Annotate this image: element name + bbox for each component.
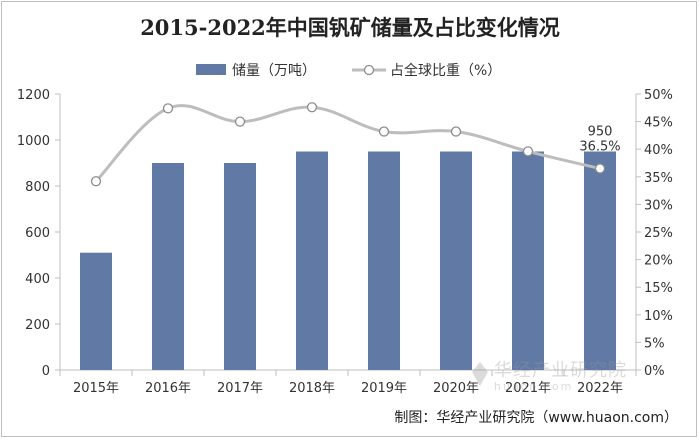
y-left-tick-label: 1000 (17, 134, 50, 149)
bar (296, 151, 328, 370)
bar (584, 151, 616, 370)
data-label: 950 (588, 125, 613, 140)
y-left-tick-label: 0 (42, 364, 50, 379)
chart-title: 2015-2022年中国钒矿储量及占比变化情况 (140, 15, 560, 40)
legend-label: 储量（万吨） (232, 63, 316, 79)
bar (152, 163, 184, 370)
y-right-tick-label: 30% (644, 198, 673, 213)
x-tick-label: 2021年 (505, 381, 551, 396)
y-right-tick-label: 20% (644, 254, 673, 269)
y-right-tick-label: 10% (644, 309, 673, 324)
x-tick-label: 2018年 (289, 381, 335, 396)
axes-group: 0 200 400 600 800 1000 1200 0% 5% 10% 15% 20% 25% 30%… (17, 88, 673, 396)
source-credit: 制图：华经产业研究院（www.huaon.com） (394, 410, 678, 426)
y-right-tick-label: 45% (644, 116, 673, 131)
bar (224, 163, 256, 370)
y-right-tick-label: 15% (644, 281, 673, 296)
legend-line-marker (363, 64, 375, 76)
line-point (162, 103, 174, 114)
y-right-tick-label: 40% (644, 143, 673, 158)
bar (80, 252, 112, 370)
line-point (90, 176, 102, 187)
x-tick-label: 2022年 (577, 381, 623, 396)
x-tick-label: 2019年 (361, 381, 407, 396)
bars-group (80, 151, 616, 370)
legend-label: 占全球比重（%） (390, 62, 501, 79)
x-tick-label: 2016年 (145, 381, 191, 396)
line-point (378, 126, 390, 137)
x-tick-label: 2020年 (433, 381, 479, 396)
line-point (594, 163, 606, 174)
bar (368, 151, 400, 370)
y-left-tick-label: 800 (25, 180, 50, 195)
line-point (522, 146, 534, 157)
line-group (90, 102, 606, 187)
y-left-tick-label: 400 (25, 272, 50, 287)
legend-bar-swatch (196, 64, 226, 75)
x-tick-label: 2015年 (73, 381, 119, 396)
line-point (306, 102, 318, 113)
line-point (234, 116, 246, 127)
y-left-tick-label: 600 (25, 226, 50, 241)
y-left-tick-label: 200 (25, 318, 50, 333)
y-right-tick-label: 50% (644, 88, 673, 103)
y-right-tick-label: 5% (644, 336, 665, 351)
y-left-tick-label: 1200 (17, 88, 50, 103)
bar (440, 151, 472, 370)
line-point (450, 126, 462, 137)
bar (512, 151, 544, 370)
legend-group: 储量（万吨） 占全球比重（%） (196, 62, 501, 79)
y-right-tick-label: 25% (644, 226, 673, 241)
data-label: 36.5% (579, 140, 620, 155)
y-right-tick-label: 0% (644, 364, 665, 379)
y-right-tick-label: 35% (644, 171, 673, 186)
x-tick-label: 2017年 (217, 381, 263, 396)
